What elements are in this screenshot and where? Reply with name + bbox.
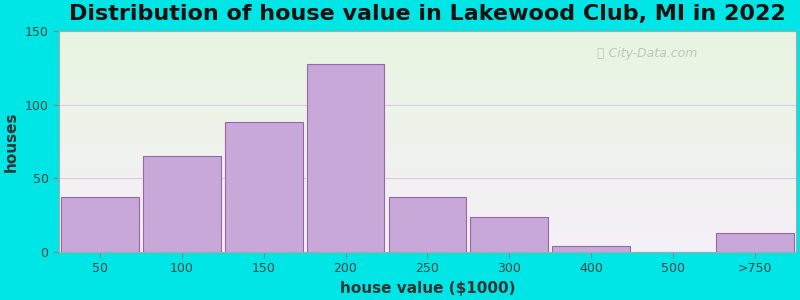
Bar <box>389 197 466 252</box>
Bar <box>225 122 302 252</box>
Text: ⓒ City-Data.com: ⓒ City-Data.com <box>597 47 698 60</box>
Bar <box>470 217 548 252</box>
Title: Distribution of house value in Lakewood Club, MI in 2022: Distribution of house value in Lakewood … <box>69 4 786 24</box>
Y-axis label: houses: houses <box>4 111 19 172</box>
Bar <box>716 233 794 252</box>
Bar <box>552 246 630 252</box>
Bar <box>306 64 385 252</box>
Bar <box>61 197 139 252</box>
X-axis label: house value ($1000): house value ($1000) <box>340 281 515 296</box>
Bar <box>143 156 221 252</box>
